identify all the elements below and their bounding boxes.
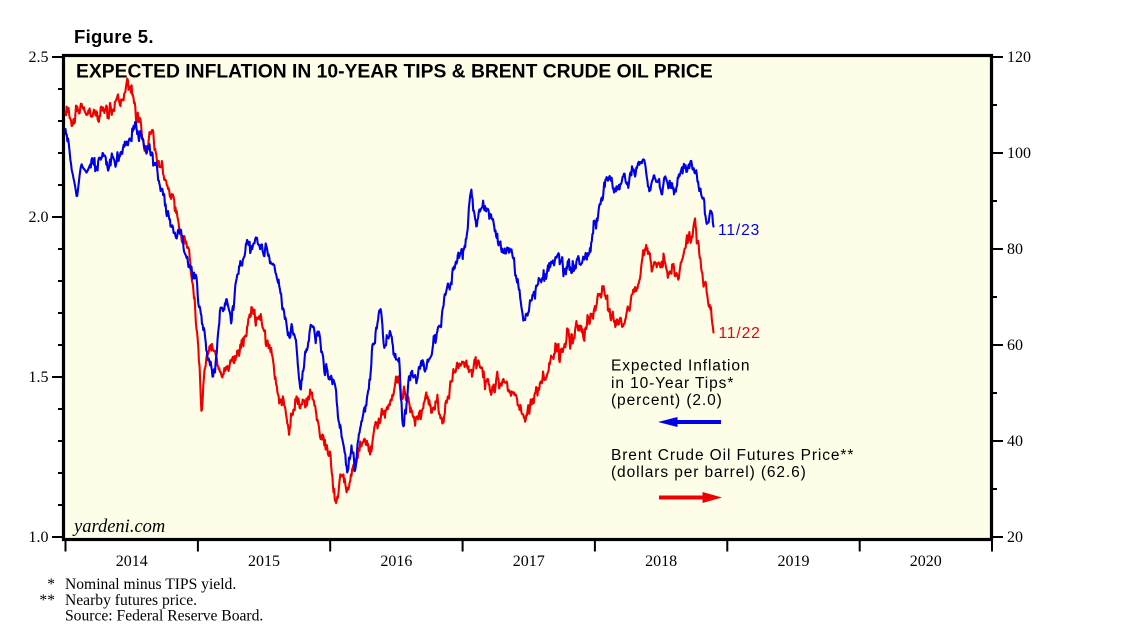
- svg-text:2019: 2019: [778, 553, 810, 570]
- svg-text:1.0: 1.0: [29, 529, 49, 546]
- svg-text:Brent Crude Oil Futures Price*: Brent Crude Oil Futures Price**: [611, 447, 854, 464]
- svg-text:20: 20: [1007, 529, 1023, 546]
- svg-text:80: 80: [1007, 241, 1023, 258]
- svg-text:Nearby futures price.: Nearby futures price.: [65, 592, 197, 609]
- svg-text:2.0: 2.0: [29, 209, 49, 226]
- svg-text:40: 40: [1007, 433, 1023, 450]
- svg-text:(percent) (2.0): (percent) (2.0): [611, 392, 723, 409]
- svg-text:*: *: [47, 576, 55, 593]
- svg-text:120: 120: [1007, 49, 1031, 66]
- svg-text:11/22: 11/22: [719, 325, 761, 342]
- svg-text:60: 60: [1007, 337, 1023, 354]
- svg-text:Figure 5.: Figure 5.: [74, 26, 154, 47]
- svg-text:(dollars per barrel) (62.6): (dollars per barrel) (62.6): [611, 464, 807, 481]
- svg-text:2018: 2018: [645, 553, 677, 570]
- svg-text:2.5: 2.5: [29, 49, 49, 66]
- svg-text:1.5: 1.5: [29, 369, 49, 386]
- svg-text:in 10-Year Tips*: in 10-Year Tips*: [611, 375, 734, 392]
- svg-text:2015: 2015: [248, 553, 280, 570]
- svg-text:EXPECTED INFLATION IN 10-YEAR: EXPECTED INFLATION IN 10-YEAR TIPS & BRE…: [76, 62, 713, 83]
- svg-text:**: **: [39, 592, 55, 609]
- svg-text:2014: 2014: [116, 553, 148, 570]
- svg-text:2020: 2020: [910, 553, 942, 570]
- svg-text:yardeni.com: yardeni.com: [72, 517, 165, 537]
- svg-text:Nominal minus TIPS yield.: Nominal minus TIPS yield.: [65, 576, 236, 593]
- svg-text:2017: 2017: [513, 553, 545, 570]
- svg-text:2016: 2016: [380, 553, 412, 570]
- svg-text:Source: Federal Reserve Board.: Source: Federal Reserve Board.: [65, 608, 263, 625]
- svg-text:100: 100: [1007, 145, 1031, 162]
- svg-text:11/23: 11/23: [718, 222, 760, 239]
- svg-text:Expected Inflation: Expected Inflation: [611, 358, 750, 375]
